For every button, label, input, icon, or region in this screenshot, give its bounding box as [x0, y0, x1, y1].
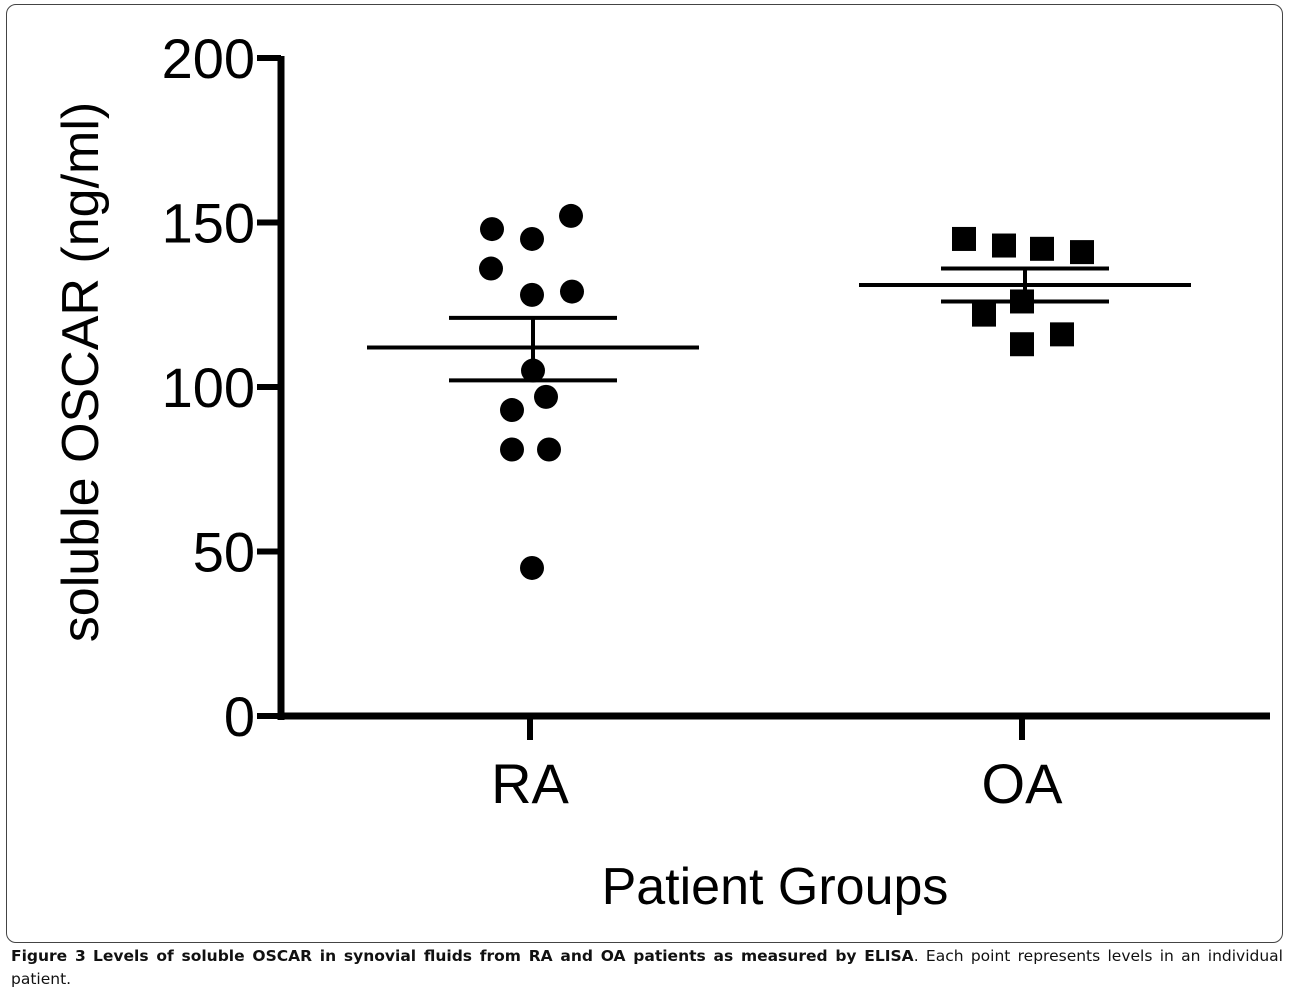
figure-caption: Figure 3 Levels of soluble OSCAR in syno… — [11, 945, 1283, 991]
data-point-oa — [1030, 236, 1054, 261]
data-point-ra — [520, 282, 544, 307]
data-point-ra — [559, 203, 583, 228]
data-point-ra — [480, 217, 504, 242]
data-point-ra — [537, 437, 561, 462]
data-point-ra — [521, 358, 545, 383]
chart-axes — [277, 56, 1270, 720]
data-point-oa — [1010, 332, 1034, 357]
x-axis-title: Patient Groups — [602, 858, 949, 916]
y-tick-label: 50 — [193, 521, 255, 584]
caption-title: Levels of soluble OSCAR in synovial flui… — [93, 947, 914, 965]
figure-frame — [6, 4, 1283, 943]
data-point-oa — [1050, 322, 1074, 347]
data-points — [479, 203, 1094, 580]
data-point-oa — [952, 226, 976, 251]
data-point-oa — [992, 233, 1016, 258]
data-point-ra — [520, 226, 544, 251]
data-point-ra — [479, 256, 503, 281]
y-tick-label: 200 — [162, 27, 255, 90]
x-axis-ticks: RA OA — [491, 716, 1063, 815]
data-point-ra — [560, 279, 584, 304]
x-tick-label: OA — [982, 752, 1064, 815]
y-tick-label: 150 — [162, 192, 255, 255]
data-point-oa — [972, 302, 996, 327]
data-point-ra — [500, 437, 524, 462]
y-axis-title: soluble OSCAR (ng/ml) — [52, 102, 110, 642]
data-point-oa — [1070, 240, 1094, 265]
x-tick-label: RA — [491, 752, 569, 815]
caption-label: Figure 3 — [11, 947, 86, 965]
y-tick-label: 0 — [224, 685, 255, 748]
y-tick-label: 100 — [162, 356, 255, 419]
y-axis-ticks: 0 50 100 150 200 — [162, 27, 281, 748]
data-point-ra — [500, 398, 524, 423]
caption-text: . Each point represents levels in an ind… — [11, 947, 1283, 988]
data-point-oa — [1010, 289, 1034, 314]
data-point-ra — [534, 384, 558, 409]
data-point-ra — [520, 555, 544, 580]
